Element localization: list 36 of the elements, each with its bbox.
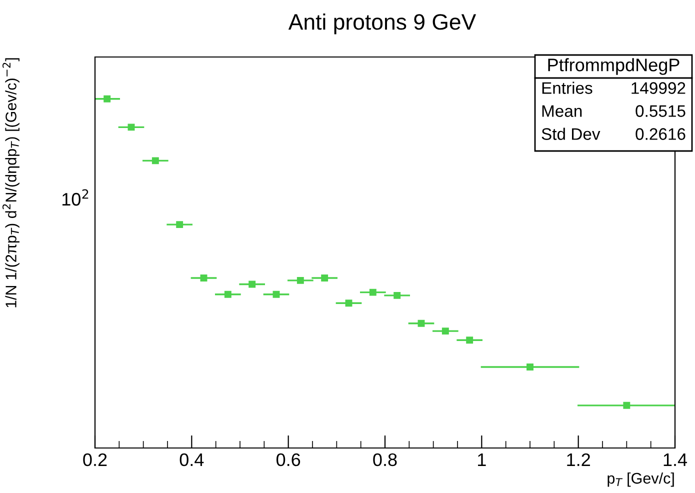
text: Entries xyxy=(542,82,592,94)
point xyxy=(224,290,232,298)
point xyxy=(345,300,352,307)
point xyxy=(321,274,328,282)
annotation: 0.5515 xyxy=(636,105,686,117)
x-tick-label: 1.4 xyxy=(664,454,688,466)
x-tick-label: 1.2 xyxy=(567,453,590,466)
point xyxy=(128,124,135,131)
x-axis-title: p$_{T}$ [Gev/c] xyxy=(608,472,674,487)
x-tick-label: 0.2 xyxy=(83,453,107,466)
point xyxy=(442,328,449,335)
point xyxy=(466,336,474,344)
annotation: Mean xyxy=(542,105,582,117)
point xyxy=(394,292,401,299)
point xyxy=(526,364,534,370)
x-tick-label: 0.4 xyxy=(180,453,204,466)
annotation: Std Dev xyxy=(542,128,600,140)
point xyxy=(176,221,184,228)
text: 149992 xyxy=(632,82,686,94)
point xyxy=(152,157,159,164)
x-tick-label: 0.6 xyxy=(276,453,300,466)
point xyxy=(200,274,208,282)
x-tick-label: 0.8 xyxy=(373,453,397,466)
text: 1/N 1/(2πp$_{T}$) d$^{2}$N/(dηdp$_{T}$) [(Gev/c)$^{−2}$] xyxy=(2,58,20,308)
annotation: 0.2616 xyxy=(636,128,686,140)
point xyxy=(296,276,304,284)
text: PtfrommpdNegP xyxy=(548,58,680,75)
point xyxy=(623,402,630,409)
chart-title: Anti protons 9 GeV xyxy=(288,13,476,34)
text: 10$^{2}$ xyxy=(62,189,88,206)
point xyxy=(272,290,280,298)
x-tick-label: 1 xyxy=(478,454,486,466)
point xyxy=(104,95,111,102)
point xyxy=(248,280,256,288)
point xyxy=(369,288,376,296)
point xyxy=(418,320,425,327)
